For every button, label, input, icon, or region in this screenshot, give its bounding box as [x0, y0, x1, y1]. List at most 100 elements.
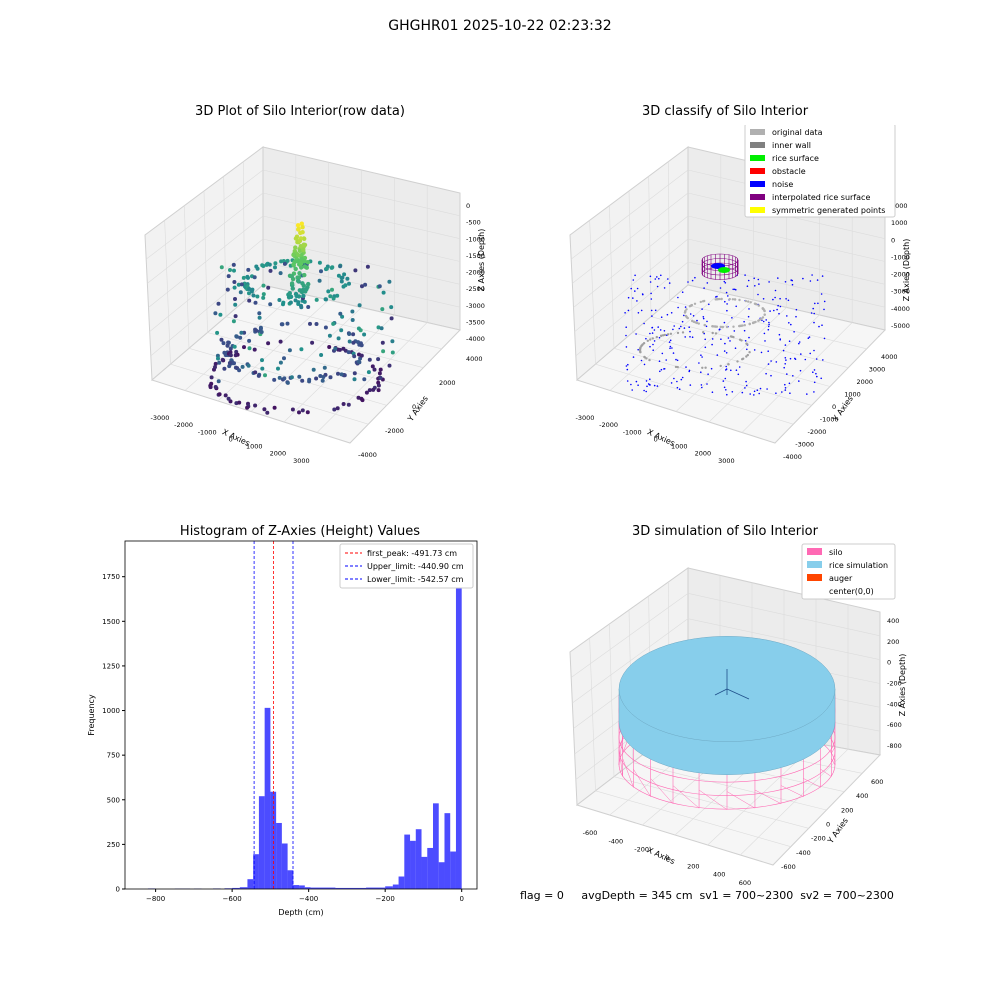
- silo-line: [673, 785, 700, 809]
- data-point: [367, 388, 372, 393]
- noise-point: [681, 320, 684, 323]
- legend-swatch: [750, 168, 765, 174]
- data-point: [221, 341, 226, 346]
- noise-point: [667, 278, 669, 280]
- noise-point: [765, 319, 767, 321]
- inner-wall-point: [748, 351, 751, 354]
- inner-wall-point: [742, 357, 745, 360]
- noise-point: [706, 383, 708, 385]
- noise-point: [708, 303, 710, 306]
- noise-point: [822, 359, 824, 361]
- original-point: [738, 324, 741, 328]
- data-point: [327, 333, 332, 338]
- data-point: [293, 266, 298, 272]
- noise-point: [748, 308, 750, 310]
- raw-3d-plot: -3000 -2000 -1000 0 1000 2000 3000 4000 -4000 -20…: [144, 146, 486, 465]
- figure-title: GHGHR01 2025-10-22 02:23:32: [388, 18, 612, 34]
- x-tick-label: -200: [634, 846, 649, 854]
- x-tick-label: 1000: [671, 443, 688, 451]
- noise-point: [637, 384, 639, 387]
- noise-point: [715, 296, 717, 298]
- data-point: [240, 364, 245, 369]
- data-point: [319, 353, 324, 357]
- noise-point: [725, 352, 728, 354]
- data-point: [261, 283, 266, 288]
- noise-point: [649, 275, 652, 278]
- data-point: [308, 321, 312, 326]
- noise-point: [809, 352, 811, 355]
- data-point: [246, 363, 251, 368]
- inner-wall-point: [745, 342, 749, 346]
- y-tick-label: 1500: [102, 618, 120, 626]
- noise-point: [789, 357, 792, 360]
- z-tick-label: -200: [887, 680, 902, 688]
- data-point: [317, 278, 322, 283]
- data-point: [268, 302, 273, 307]
- noise-point: [788, 340, 791, 342]
- noise-point: [677, 296, 679, 299]
- data-point: [259, 330, 264, 334]
- auger-line: [714, 688, 728, 696]
- status-readout: flag = 0 avgDepth = 345 cm sv1 = 700~230…: [520, 889, 894, 902]
- legend-label: inner wall: [772, 141, 811, 150]
- grid-line: [570, 593, 689, 678]
- noise-point: [723, 350, 726, 352]
- data-point: [232, 280, 237, 284]
- noise-point: [794, 357, 796, 360]
- z-tick-label: -500: [466, 219, 481, 227]
- histogram-bar: [392, 884, 399, 889]
- histogram-bar: [247, 879, 254, 889]
- noise-point: [657, 326, 659, 328]
- x-tick-label: −600: [223, 895, 242, 903]
- silo-line: [820, 769, 832, 777]
- data-point: [227, 364, 232, 369]
- data-point: [278, 339, 283, 344]
- z-tick-label: -4000: [891, 305, 910, 313]
- x-tick-label: -1000: [198, 428, 217, 436]
- noise-point: [668, 282, 671, 284]
- noise-point: [672, 352, 675, 354]
- histogram-bar: [455, 557, 462, 889]
- y-tick-label: 0: [412, 403, 416, 411]
- noise-point: [762, 298, 765, 300]
- x-tick-label: −400: [299, 895, 318, 903]
- data-point: [272, 405, 277, 410]
- noise-point: [747, 315, 750, 318]
- data-point: [339, 328, 344, 333]
- noise-point: [663, 368, 665, 370]
- data-point: [347, 339, 352, 344]
- z-tick-label: -4000: [466, 335, 485, 343]
- data-point: [330, 265, 335, 270]
- noise-point: [753, 277, 755, 280]
- axes-box: -3000 -2000 -1000 0 1000 2000 3000 4000 -4000 -20…: [144, 146, 486, 465]
- histogram-bar: [293, 885, 300, 889]
- legend-label: rice simulation: [829, 561, 888, 570]
- noise-point: [653, 384, 656, 387]
- data-point: [296, 275, 302, 280]
- noise-point: [798, 380, 800, 382]
- data-point: [231, 262, 236, 267]
- data-point: [260, 358, 264, 363]
- data-point: [302, 264, 308, 269]
- noise-point: [716, 354, 719, 356]
- noise-point: [789, 392, 791, 395]
- original-point: [747, 300, 750, 303]
- data-point: [376, 357, 381, 362]
- noise-point: [813, 381, 816, 384]
- auger-line: [726, 688, 750, 700]
- noise-point: [689, 330, 691, 333]
- noise-point: [730, 369, 732, 372]
- data-point: [254, 264, 259, 269]
- data-point: [372, 367, 377, 372]
- original-point: [757, 304, 761, 307]
- original-point: [715, 325, 719, 328]
- noise-point: [625, 365, 628, 367]
- original-point: [725, 325, 729, 329]
- noise-point: [626, 380, 629, 382]
- x-tick-label: 2000: [695, 450, 712, 458]
- data-point: [233, 297, 237, 301]
- data-point: [208, 385, 213, 390]
- data-point: [387, 279, 392, 284]
- noise-point: [625, 326, 627, 328]
- data-point: [220, 357, 225, 362]
